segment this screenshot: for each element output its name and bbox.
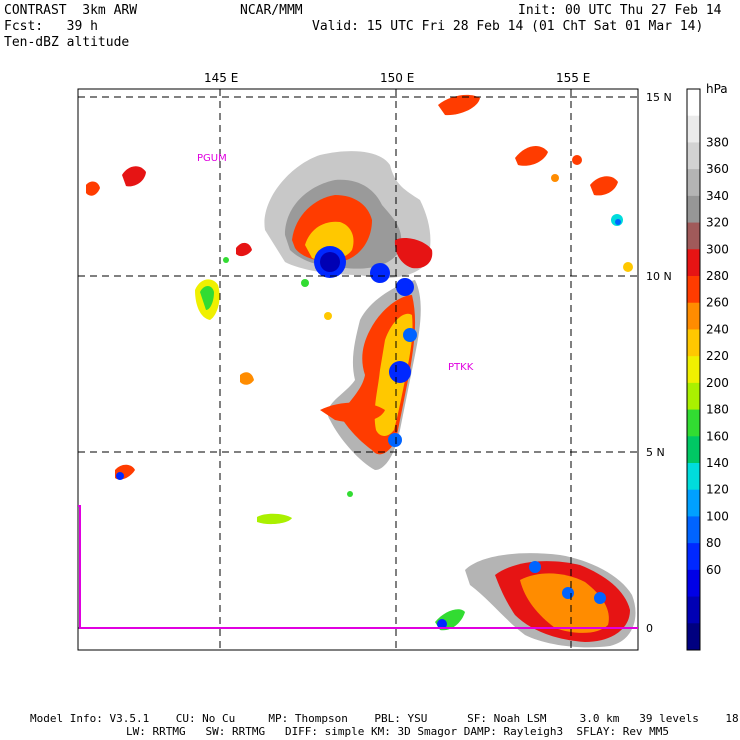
colorbar-swatch	[687, 142, 700, 170]
colorbar-swatch	[687, 356, 700, 384]
reflectivity-field	[86, 94, 636, 648]
colorbar-tick-label: 200	[706, 376, 729, 390]
colorbar-labels: 380 360 340 320 300 280 260 240 220 200 180 160 140 1…	[706, 135, 729, 576]
valid-time: Valid: 15 UTC Fri 28 Feb 14 (01 ChT Sat …	[312, 19, 704, 34]
colorbar-tick-label: 280	[706, 269, 729, 283]
colorbar	[686, 88, 701, 651]
lon-label-145: 145 E	[204, 71, 238, 85]
init-time: Init: 00 UTC Thu 27 Feb 14	[518, 3, 722, 18]
lat-label-15n: 15 N	[646, 91, 672, 104]
colorbar-tick-label: 180	[706, 403, 729, 417]
colorbar-tick-label: 340	[706, 189, 729, 203]
station-label-pgum: PGUM	[197, 153, 227, 164]
colorbar-swatch	[687, 329, 700, 357]
lon-label-150: 150 E	[380, 71, 414, 85]
colorbar-tick-label: 100	[706, 509, 729, 523]
model-info-line1: Model Info: V3.5.1 CU: No Cu MP: Thompso…	[30, 712, 740, 725]
colorbar-swatch	[687, 222, 700, 250]
colorbar-tick-label: 120	[706, 483, 729, 497]
colorbar-swatch	[687, 249, 700, 277]
colorbar-swatch	[687, 382, 700, 411]
colorbar-swatch	[687, 169, 700, 197]
colorbar-swatch	[687, 302, 700, 330]
colorbar-swatch	[687, 623, 700, 651]
colorbar-tick-label: 240	[706, 322, 729, 336]
colorbar-tick-label: 220	[706, 349, 729, 363]
lat-label-5n: 5 N	[646, 446, 665, 459]
lat-label-0: 0	[646, 622, 653, 635]
colorbar-swatch	[687, 516, 700, 544]
forecast-hour: Fcst: 39 h	[4, 19, 98, 34]
model-info-line2: LW: RRTMG SW: RRTMG DIFF: simple KM: 3D …	[126, 725, 670, 738]
colorbar-tick-label: 80	[706, 536, 721, 550]
colorbar-swatch	[687, 195, 700, 224]
colorbar-tick-label: 360	[706, 162, 729, 176]
colorbar-tick-label: 140	[706, 456, 729, 470]
colorbar-swatch	[687, 409, 700, 437]
colorbar-tick-label: 320	[706, 216, 729, 230]
model-title: CONTRAST 3km ARW	[4, 3, 138, 18]
colorbar-swatch	[687, 543, 700, 571]
center-title: NCAR/MMM	[240, 3, 303, 18]
lat-label-10n: 10 N	[646, 270, 672, 283]
colorbar-tick-label: 60	[706, 563, 721, 577]
colorbar-swatch	[687, 89, 700, 117]
colorbar-swatch	[687, 276, 700, 304]
colorbar-swatch	[687, 436, 700, 464]
colorbar-swatch	[687, 489, 700, 517]
station-label-ptkk: PTKK	[448, 362, 474, 373]
colorbar-tick-label: 380	[706, 135, 729, 149]
colorbar-tick-label: 260	[706, 296, 729, 310]
colorbar-unit: hPa	[706, 82, 728, 96]
lon-label-155: 155 E	[556, 71, 590, 85]
colorbar-swatch	[687, 463, 700, 491]
field-title: Ten-dBZ altitude	[4, 35, 130, 50]
colorbar-swatch	[687, 115, 700, 143]
colorbar-swatch	[687, 569, 700, 598]
colorbar-tick-label: 300	[706, 242, 729, 256]
colorbar-tick-label: 160	[706, 429, 729, 443]
colorbar-swatch	[687, 596, 700, 624]
domain-boundary	[78, 505, 638, 629]
